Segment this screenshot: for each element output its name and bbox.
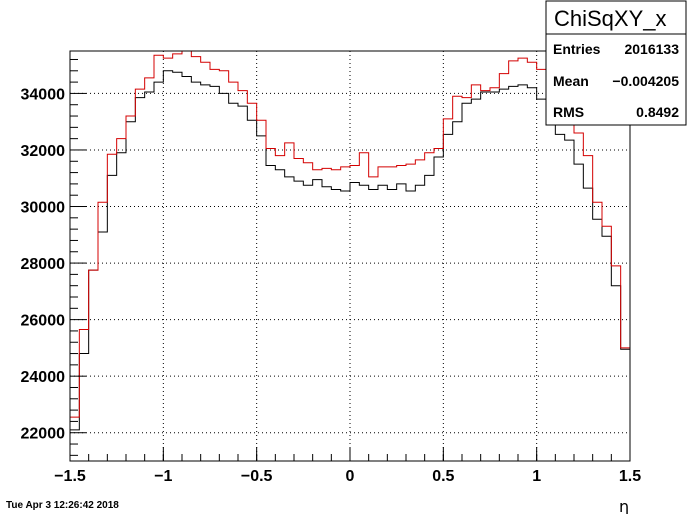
x-tick-label: 1.5 (619, 468, 641, 485)
y-tick-label: 30000 (21, 200, 66, 217)
x-tick-label: 0 (346, 468, 355, 485)
stats-mean-value: −0.004205 (612, 73, 679, 89)
series-0 (70, 70, 631, 446)
series-layer (70, 50, 631, 446)
stats-box: ChiSqXY_x Entries 2016133 Mean −0.004205… (545, 0, 687, 126)
y-tick-label: 26000 (21, 313, 66, 330)
stats-title: ChiSqXY_x (554, 6, 667, 31)
y-tick-label: 22000 (21, 426, 66, 443)
x-axis-title: η (619, 497, 629, 514)
stats-title-box (545, 0, 687, 35)
x-tick-label: 1 (532, 468, 541, 485)
series-1 (70, 50, 631, 430)
x-tick-label: −1.5 (54, 468, 86, 485)
timestamp: Tue Apr 3 12:26:42 2018 (6, 500, 119, 511)
y-tick-label: 32000 (21, 143, 66, 160)
stats-body-box (545, 33, 687, 126)
x-tick-label: 0.5 (432, 468, 454, 485)
stats-mean-label: Mean (553, 73, 589, 89)
stats-entries-label: Entries (553, 41, 601, 57)
series-0-line (70, 70, 631, 446)
y-tick-label: 24000 (21, 369, 66, 386)
x-tick-label: −1 (154, 468, 172, 485)
stats-rms-value: 0.8492 (636, 104, 679, 120)
series-1-line (70, 50, 631, 430)
stats-rms-label: RMS (553, 104, 584, 120)
y-tick-label: 34000 (21, 86, 66, 103)
stats-entries-value: 2016133 (624, 41, 679, 57)
x-tick-label: −0.5 (241, 468, 273, 485)
y-tick-label: 28000 (21, 256, 66, 273)
axis-ticks (69, 58, 631, 461)
tick-labels: −1.5 −1 −0.5 0 0.5 1 1.5 22000 24000 26000 28000 30… (21, 86, 642, 485)
